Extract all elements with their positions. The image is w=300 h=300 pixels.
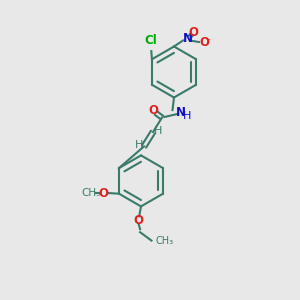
Text: H: H — [154, 125, 163, 136]
Text: CH₃: CH₃ — [156, 236, 174, 246]
Text: O: O — [148, 103, 158, 117]
Text: ⁻: ⁻ — [205, 37, 210, 47]
Text: O: O — [134, 214, 144, 227]
Text: H: H — [183, 111, 191, 121]
Text: H: H — [134, 140, 143, 150]
Text: N: N — [182, 32, 193, 46]
Text: O: O — [200, 35, 209, 49]
Text: O: O — [188, 26, 199, 39]
Text: Cl: Cl — [144, 34, 157, 46]
Text: CH₃: CH₃ — [81, 188, 100, 198]
Text: O: O — [98, 187, 108, 200]
Text: N: N — [176, 106, 186, 119]
